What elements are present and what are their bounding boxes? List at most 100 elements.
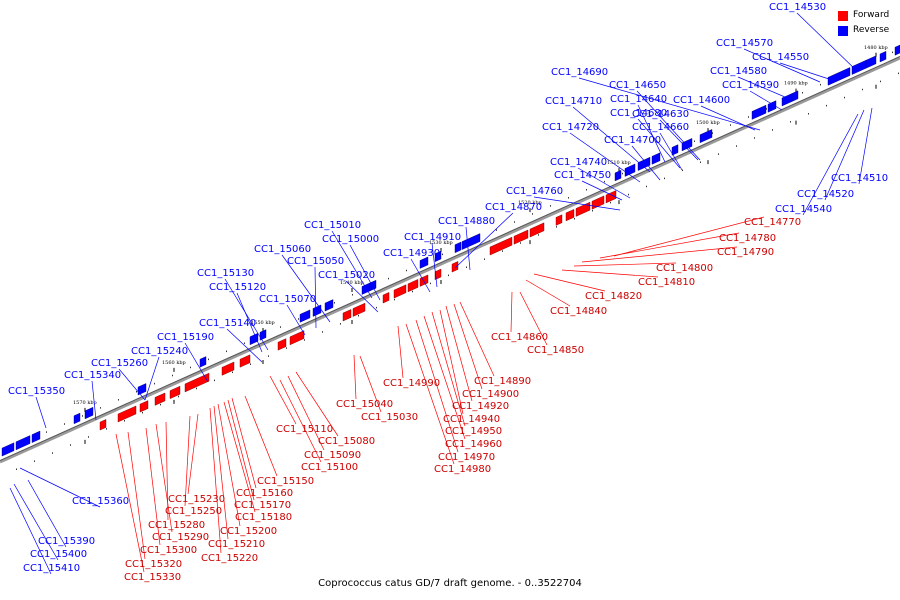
kbp-marker: 1550 kbp	[251, 320, 275, 326]
forward-gene-block	[382, 292, 390, 304]
forward-gene-block	[605, 190, 617, 204]
minor-tick	[250, 363, 251, 365]
minor-tick	[100, 407, 101, 409]
reverse-leader-line	[533, 196, 621, 211]
forward-gene-label: CC1_14810	[638, 277, 695, 288]
reverse-leader-line	[578, 77, 761, 131]
reverse-gene-block	[31, 430, 41, 443]
forward-leader-line	[115, 433, 145, 573]
kbp-marker: 1500 kbp	[696, 120, 720, 126]
reverse-gene-label: CC1_15130	[197, 268, 254, 279]
forward-gene-label: CC1_15220	[201, 553, 258, 564]
forward-gene-label: CC1_15150	[257, 476, 314, 487]
minor-tick	[226, 350, 227, 353]
minor-tick	[628, 193, 629, 196]
reverse-gene-label: CC1_15360	[72, 496, 129, 507]
forward-gene-label: CC1_15230	[168, 494, 225, 505]
kbp-marker: 1530 kbp	[429, 240, 453, 246]
forward-leader-line	[287, 375, 325, 451]
minor-tick	[46, 431, 47, 433]
minor-tick	[442, 253, 443, 256]
kbp-marker: 1570 kbp	[73, 400, 97, 406]
minor-tick	[388, 277, 389, 280]
reverse-swatch	[838, 25, 848, 36]
minor-tick	[496, 229, 497, 231]
minor-tick	[208, 358, 209, 361]
reverse-gene-label: CC1_14660	[632, 122, 689, 133]
reverse-gene-label: CC1_14590	[722, 80, 779, 91]
forward-gene-label: CC1_14950	[445, 426, 502, 437]
reverse-gene-label: CC1_14580	[710, 66, 767, 77]
minor-tick	[70, 444, 71, 446]
minor-tick	[304, 339, 305, 341]
forward-leader-line	[359, 355, 382, 413]
minor-tick	[394, 298, 395, 301]
forward-leader-line	[581, 246, 738, 263]
reverse-gene-block	[671, 144, 679, 156]
reverse-gene-block	[651, 152, 661, 165]
forward-gene-label: CC1_15180	[235, 512, 292, 523]
forward-gene-label: CC1_14990	[383, 378, 440, 389]
reverse-leader-line	[636, 90, 701, 161]
forward-leader-line	[423, 315, 466, 440]
forward-leader-line	[431, 311, 466, 427]
legend-forward-label: Forward	[853, 10, 890, 20]
legend-reverse: Reverse	[838, 23, 889, 38]
reverse-gene-label: CC1_15010	[304, 220, 361, 231]
reverse-gene-block	[419, 256, 429, 269]
minor-tick	[646, 185, 647, 188]
forward-leader-line	[459, 301, 495, 377]
forward-gene-label: CC1_14840	[550, 306, 607, 317]
reverse-leader-line	[743, 48, 821, 83]
forward-leader-line	[269, 375, 297, 425]
forward-gene-label: CC1_14970	[438, 452, 495, 463]
minor-tick	[196, 387, 197, 390]
reverse-gene-label: CC1_15070	[259, 294, 316, 305]
reverse-gene-block	[324, 299, 334, 312]
legend-forward: Forward	[838, 8, 889, 23]
reverse-leader-line	[19, 467, 101, 508]
forward-gene-label: CC1_15110	[276, 424, 333, 435]
forward-leader-line	[223, 401, 256, 513]
forward-gene-label: CC1_14890	[474, 376, 531, 387]
reverse-leader-line	[236, 292, 263, 353]
minor-tick	[790, 121, 791, 123]
reverse-leader-line	[345, 280, 379, 313]
reverse-leader-line	[454, 212, 514, 269]
kbp-marker: 1520 kbp	[518, 200, 542, 206]
forward-gene-block	[434, 268, 442, 281]
forward-gene-label: CC1_14770	[744, 217, 801, 228]
reverse-leader-line	[118, 368, 146, 401]
forward-gene-label: CC1_15160	[236, 488, 293, 499]
forward-gene-block	[565, 209, 575, 222]
reverse-gene-label: CC1_14540	[775, 204, 832, 215]
forward-gene-label: CC1_15200	[220, 526, 277, 537]
minor-tick	[718, 153, 719, 155]
minor-tick	[334, 302, 335, 304]
minor-tick	[280, 326, 281, 328]
forward-gene-block	[99, 419, 107, 431]
minor-tick	[712, 132, 713, 134]
reverse-leader-line	[569, 132, 641, 183]
kbp-marker: 1510 kbp	[607, 160, 631, 166]
axis-line-edge	[0, 56, 900, 461]
forward-leader-line	[599, 232, 740, 259]
minor-tick	[556, 226, 557, 228]
kbp-marker: 1480 kbp	[864, 45, 888, 51]
reverse-gene-block	[637, 156, 651, 171]
reverse-leader-line	[858, 107, 873, 185]
forward-gene-block	[289, 330, 305, 346]
forward-leader-line	[155, 423, 173, 533]
minor-tick	[736, 145, 737, 147]
reverse-leader-line	[637, 118, 681, 169]
minor-tick	[16, 468, 17, 471]
forward-gene-block	[352, 302, 366, 317]
reverse-leader-line	[796, 12, 859, 73]
forward-leader-line	[613, 216, 765, 257]
minor-tick	[136, 390, 137, 393]
forward-leader-line	[533, 273, 606, 292]
forward-leader-line	[209, 407, 222, 554]
forward-gene-label: CC1_15290	[152, 532, 209, 543]
minor-tick	[286, 347, 287, 349]
reverse-gene-label: CC1_14740	[550, 157, 607, 168]
